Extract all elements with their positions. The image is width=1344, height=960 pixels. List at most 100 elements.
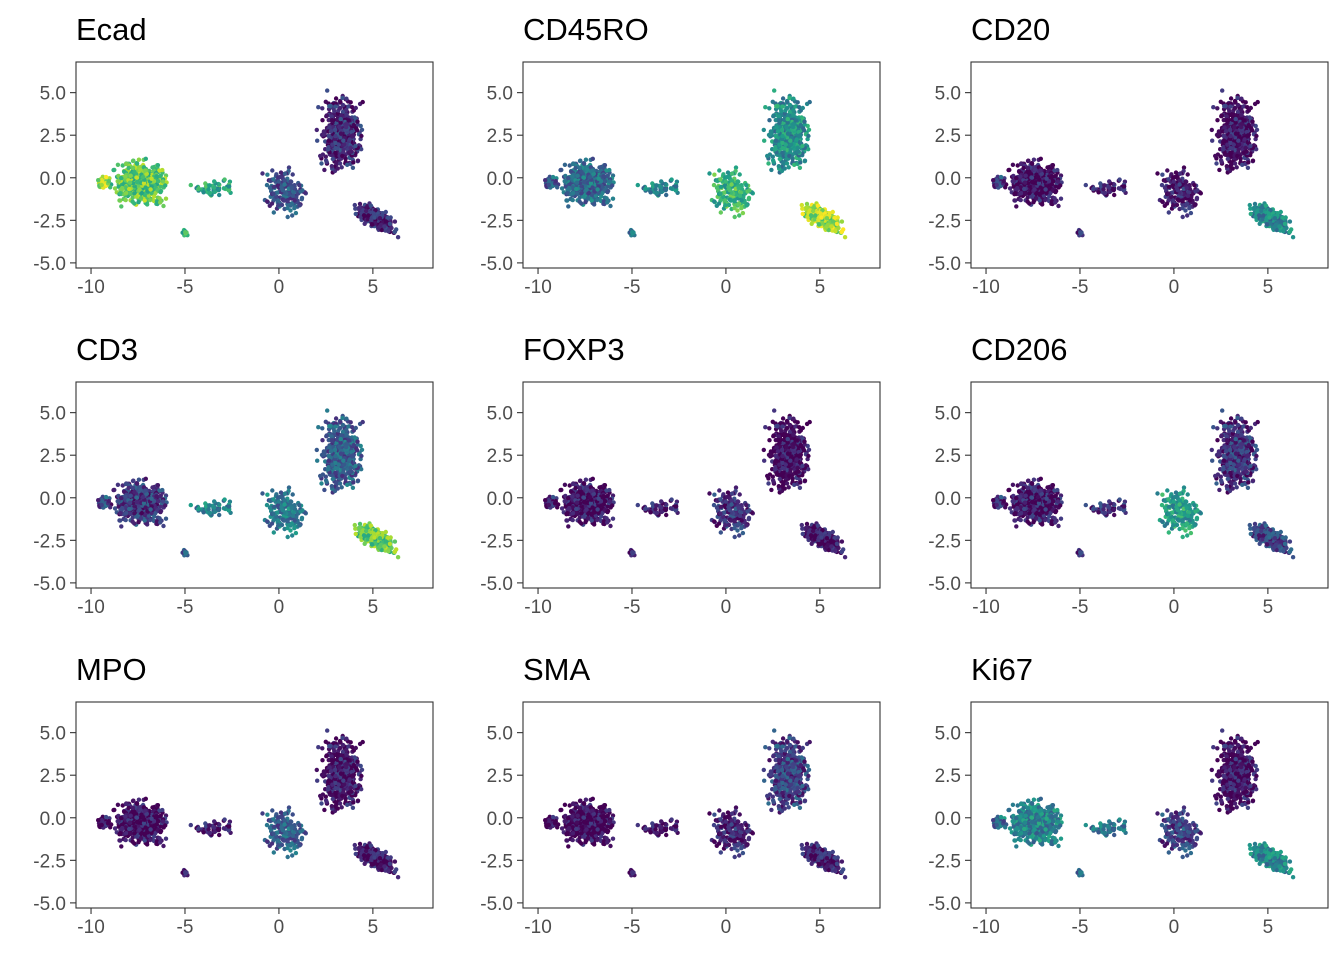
data-point [350,165,356,170]
data-point [335,166,340,171]
data-point [570,174,575,179]
data-point [1023,173,1028,178]
data-point [737,193,743,198]
data-point [1239,107,1244,113]
data-point [282,178,288,183]
data-point [579,169,584,175]
data-point [128,191,133,196]
data-point [1058,196,1064,201]
data-point [744,203,749,208]
data-point [123,174,128,179]
data-point [1033,196,1039,201]
x-tick-label: 5 [368,277,379,298]
data-point [337,161,343,166]
data-point [765,153,770,159]
data-point [1051,179,1056,184]
data-point [780,96,786,101]
data-point [269,201,275,206]
data-point [736,202,741,207]
data-point [585,196,591,201]
data-point [566,204,571,209]
data-point [1234,165,1239,170]
data-point [1248,143,1253,149]
data-point [351,160,356,165]
data-point [149,176,154,181]
data-point [1187,198,1192,203]
data-point [780,127,785,132]
data-point [221,186,227,191]
data-point [366,213,371,218]
data-point [112,186,118,191]
data-point [271,191,276,196]
panel-ecad: Ecad-10 -5 0 5-5.0-2.50.02.55.0 [33,12,434,298]
data-point [106,179,112,184]
data-point [1242,137,1247,142]
data-point [353,143,358,149]
data-point [329,164,334,169]
data-point [1035,174,1041,180]
data-point [132,191,137,196]
data-point [276,198,281,203]
data-point [183,230,188,235]
data-point [156,179,161,184]
data-point [584,187,589,192]
data-point [712,199,717,204]
data-point [1038,168,1043,173]
data-point [212,185,217,190]
data-point [1032,187,1037,192]
data-point [610,183,615,188]
data-point [815,203,821,208]
data-point [372,215,377,220]
data-point [1018,161,1024,167]
data-point [761,127,766,133]
data-point [386,229,391,234]
data-point [1228,133,1233,139]
data-point [596,176,601,181]
data-point [747,188,752,193]
data-point [316,105,321,110]
data-point [351,123,356,128]
data-point [154,174,159,179]
data-point [1173,170,1179,175]
data-point [148,187,153,192]
data-point [1180,205,1185,211]
data-point [1233,116,1238,122]
data-point [797,165,803,170]
data-point [387,221,393,226]
data-point [546,182,551,188]
data-point [319,161,324,166]
data-point [353,211,358,217]
data-point [136,157,142,162]
data-point [659,179,664,184]
data-point [1155,171,1160,176]
data-point [564,198,569,203]
data-point [605,200,610,205]
data-point [293,210,299,216]
data-point [1102,190,1108,196]
data-point [314,127,319,133]
data-point [1223,129,1229,134]
data-point [1160,199,1165,204]
data-point [290,172,295,177]
y-tick-label: 5.0 [40,84,66,105]
data-point [338,131,344,136]
data-point [725,170,731,175]
data-point [1083,182,1089,188]
data-point [196,186,201,192]
data-point [142,198,147,203]
data-point [735,179,740,184]
data-point [354,128,360,133]
data-point [347,137,352,142]
data-point [1236,138,1241,143]
y-tick-label: -2.5 [480,211,513,232]
data-point [333,96,339,101]
data-point [1175,188,1181,193]
data-point [163,196,169,201]
data-point [1166,177,1171,182]
data-point [344,112,349,118]
x-tick-label: 5 [815,277,826,298]
data-point [341,138,346,143]
data-point [1033,167,1038,173]
data-point [597,165,602,170]
x-tick-label: -5 [624,277,641,298]
